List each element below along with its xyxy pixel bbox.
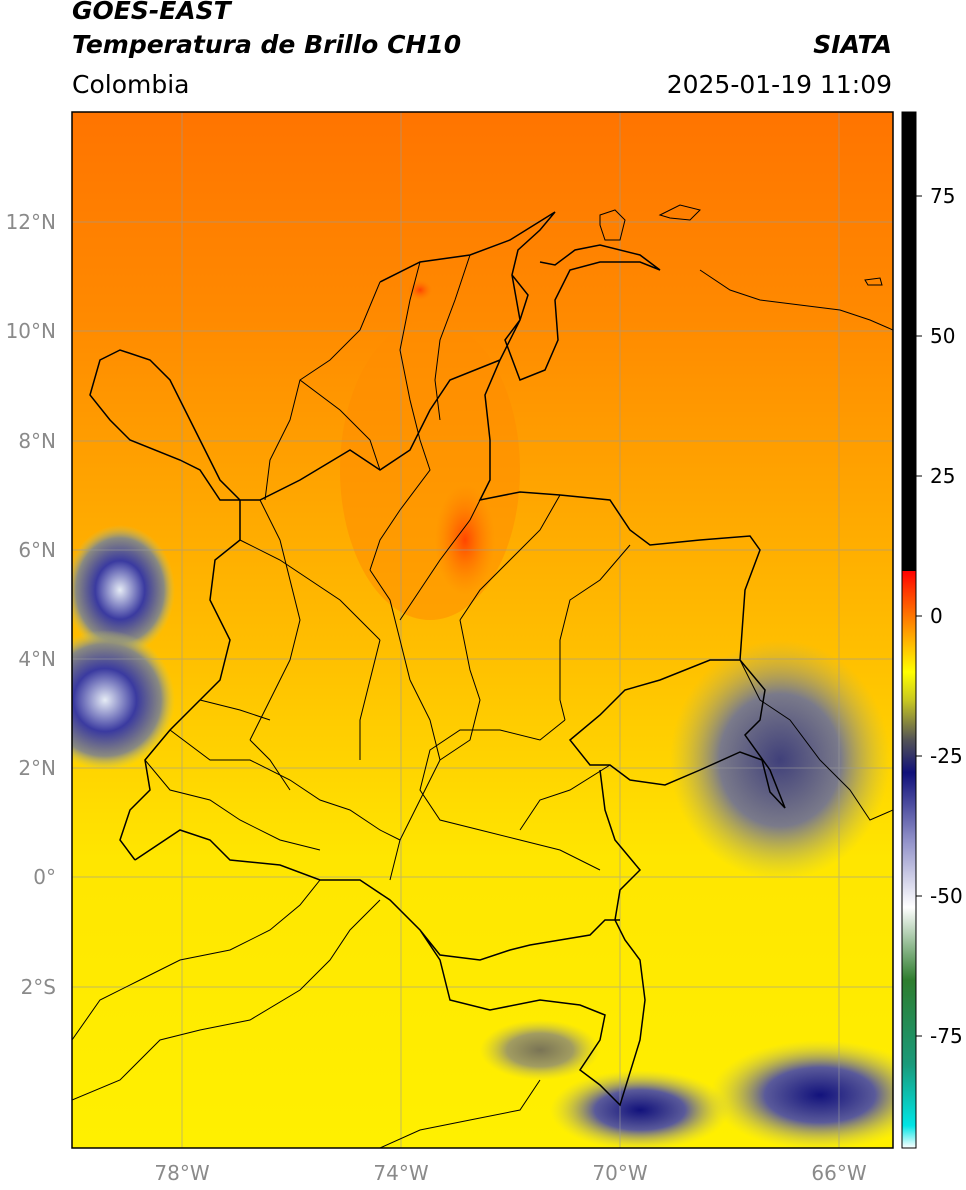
colorbar-tick-label: -25: [930, 744, 963, 768]
colorbar-tick-label: -75: [930, 1024, 963, 1048]
colorbar-tick-label: 0: [930, 604, 943, 628]
colorbar-tick-label: -50: [930, 884, 963, 908]
lat-tick-label: 8°N: [18, 429, 56, 453]
lon-tick-label: 66°W: [811, 1161, 866, 1185]
lon-tick-label: 74°W: [373, 1161, 428, 1185]
cloud-cluster-south: [550, 1070, 730, 1148]
datetime-label: 2025-01-19 11:09: [666, 70, 892, 99]
hot-spot: [435, 485, 495, 595]
cloud-cluster-east: [670, 640, 890, 880]
lat-tick-label: 6°N: [18, 538, 56, 562]
colorbar: [901, 111, 917, 1149]
lat-tick-label: 0°: [33, 865, 56, 889]
colorbar-ticks: 75 50 25 0 -25 -50 -75: [916, 184, 963, 1048]
cloud-cluster-west-north: [72, 525, 175, 655]
graticule: [72, 112, 893, 1148]
colorbar-tick-label: 25: [930, 464, 955, 488]
satellite-title: GOES-EAST: [72, 0, 231, 25]
lat-tick-label: 4°N: [18, 647, 56, 671]
map-frame: [71, 111, 894, 1149]
cloud-cluster-southeast: [710, 1040, 893, 1148]
department-borders: [144, 254, 631, 881]
cloud-cluster-west-south: [72, 630, 175, 770]
colorbar-tick-label: 50: [930, 324, 955, 348]
colorbar-tick-label: 75: [930, 184, 955, 208]
lat-tick-label: 2°N: [18, 756, 56, 780]
lon-tick-label: 70°W: [592, 1161, 647, 1185]
latitude-axis: 12°N 10°N 8°N 6°N 4°N 2°N 0° 2°S: [6, 210, 56, 999]
lat-tick-label: 10°N: [6, 319, 56, 343]
product-title: Temperatura de Brillo CH10: [72, 30, 462, 59]
lon-tick-label: 78°W: [154, 1161, 209, 1185]
lat-tick-label: 2°S: [21, 975, 56, 999]
brightness-temperature-field: [72, 112, 893, 1148]
lat-tick-label: 12°N: [6, 210, 56, 234]
longitude-axis: 78°W 74°W 70°W 66°W: [154, 1161, 866, 1185]
region-label: Colombia: [72, 70, 190, 99]
source-label: SIATA: [813, 30, 892, 59]
